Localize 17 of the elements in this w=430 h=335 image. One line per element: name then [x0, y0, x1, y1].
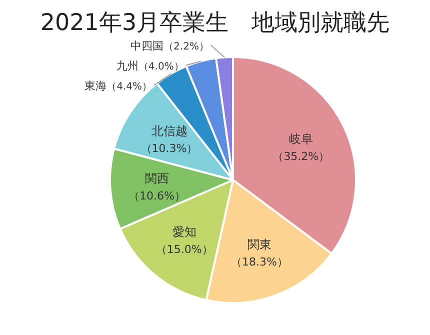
slice-label: 関西 — [144, 172, 169, 186]
slice-label: 関東 — [248, 238, 272, 252]
slice-label: 岐阜 — [289, 132, 314, 146]
slice-label: 東海 — [84, 79, 107, 92]
slice-label: 愛知 — [172, 224, 196, 239]
data-label: （10.3%） — [140, 142, 198, 156]
chart-title: 2021年3月卒業生 地域別就職先 — [40, 10, 390, 36]
data-label: （35.2%） — [272, 150, 330, 163]
data-label: （4.0%） — [138, 61, 184, 72]
slice-label: 北信越 — [151, 124, 188, 138]
slice-label: 九州 — [116, 59, 138, 72]
slice-label: 中四国 — [130, 39, 164, 52]
data-label: （15.0%） — [156, 242, 213, 256]
data-label: （2.2%） — [164, 41, 209, 52]
data-label: （10.6%） — [128, 190, 186, 203]
data-label: （18.3%） — [231, 256, 288, 269]
data-label: （4.4%） — [106, 81, 152, 92]
